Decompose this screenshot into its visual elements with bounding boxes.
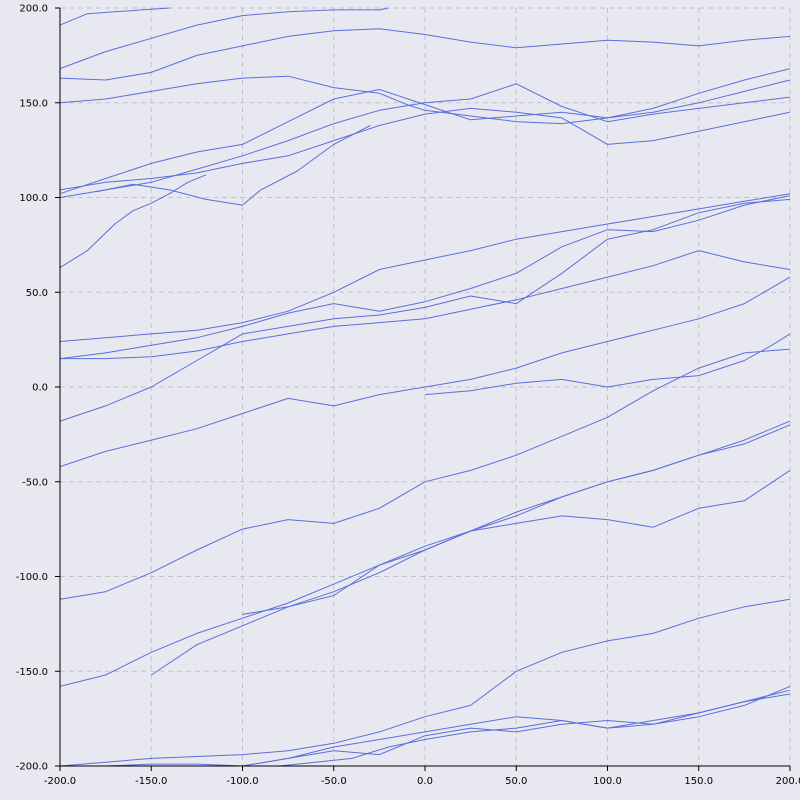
series-line-9 (59, 174, 207, 269)
series-line-14 (60, 250, 791, 360)
y-tick-label: -150.0 (16, 667, 48, 678)
series-line-1 (59, 7, 170, 26)
y-axis-ticks: -200.0 -150.0 -100.0 -50.0 0.0 50.0 100.0 150.0… (16, 4, 60, 773)
x-tick-label: 100.0 (593, 776, 622, 787)
y-tick-label: 0.0 (32, 383, 48, 394)
y-tick-label: 100.0 (19, 193, 48, 204)
y-tick-label: -200.0 (16, 762, 48, 773)
x-tick-label: 150.0 (684, 776, 713, 787)
x-tick-label: 50.0 (505, 776, 527, 787)
series-line-23 (278, 693, 791, 767)
series-line-13 (59, 276, 791, 468)
series-line-11 (59, 195, 791, 360)
series-line-20 (59, 598, 791, 767)
series-line-22 (242, 685, 791, 767)
x-tick-label: -200.0 (44, 776, 76, 787)
series-line-5 (59, 79, 791, 195)
series-line-7 (59, 107, 791, 191)
y-tick-label: 50.0 (26, 288, 48, 299)
x-tick-label: 200.0 (776, 776, 800, 787)
series-layer (59, 7, 791, 767)
series-line-2 (59, 7, 389, 70)
series-line-8 (96, 125, 371, 206)
series-line-6 (59, 83, 791, 198)
series-line-10 (59, 193, 791, 342)
y-tick-label: -100.0 (16, 572, 48, 583)
x-tick-label: -150.0 (135, 776, 167, 787)
y-tick-label: -50.0 (22, 477, 48, 488)
series-line-16 (59, 348, 791, 600)
series-line-19 (242, 424, 791, 615)
series-line-21 (60, 689, 791, 767)
series-line-3 (59, 28, 791, 81)
y-tick-label: 150.0 (19, 98, 48, 109)
series-line-15 (424, 333, 791, 396)
series-line-12 (59, 198, 791, 422)
y-tick-label: 200.0 (19, 4, 48, 15)
x-tick-label: 0.0 (417, 776, 433, 787)
x-axis-ticks: -200.0 -150.0 -100.0 -50.0 0.0 50.0 100.0 150.0… (44, 766, 800, 787)
x-tick-label: -50.0 (321, 776, 347, 787)
x-tick-label: -100.0 (226, 776, 258, 787)
series-line-4 (59, 68, 791, 125)
